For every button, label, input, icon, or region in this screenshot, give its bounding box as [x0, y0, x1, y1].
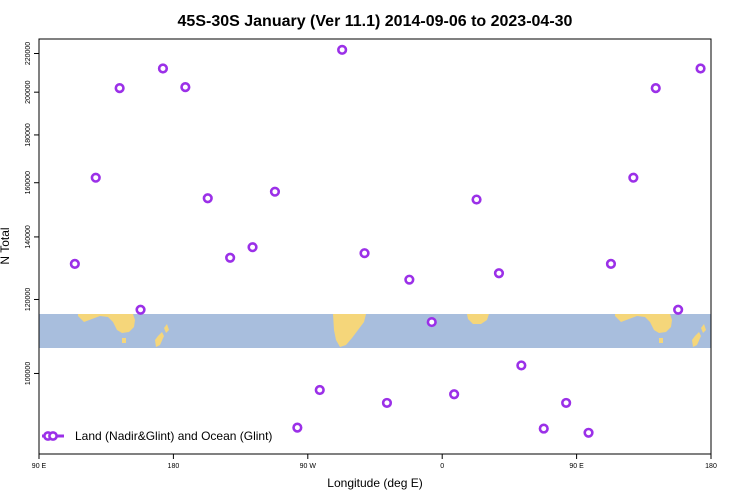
- land-shape: [615, 314, 672, 333]
- data-point: [426, 316, 437, 328]
- ocean-band: [39, 314, 711, 348]
- data-point: [202, 193, 213, 204]
- data-point: [269, 186, 281, 197]
- y-tick-label: 100000: [25, 362, 32, 385]
- x-tick-label: 90 E: [569, 463, 584, 470]
- y-axis-label: N Total: [0, 227, 12, 264]
- x-tick-label: 0: [440, 463, 444, 470]
- data-point: [673, 304, 684, 315]
- data-point: [180, 82, 191, 93]
- data-point: [650, 83, 661, 94]
- legend-label: Land (Nadir&Glint) and Ocean (Glint): [75, 429, 272, 443]
- land-shapes: [78, 314, 706, 347]
- x-tick-label: 180: [705, 463, 717, 470]
- y-tick-label: 120000: [25, 288, 32, 311]
- land-shape: [122, 338, 126, 343]
- data-point: [561, 397, 572, 409]
- data-point: [337, 44, 348, 55]
- data-point: [583, 427, 594, 438]
- data-point: [114, 83, 125, 94]
- x-axis: 90 E 180 90 W 0 90 E 180: [32, 454, 717, 470]
- x-tick-label: 180: [168, 463, 180, 470]
- data-point: [493, 268, 505, 279]
- x-tick-label: 90 W: [300, 463, 317, 470]
- land-shape: [333, 314, 366, 347]
- y-tick-label: 200000: [25, 80, 32, 103]
- legend: Land (Nadir&Glint) and Ocean (Glint): [42, 429, 272, 443]
- data-point: [247, 242, 258, 253]
- data-point: [225, 252, 236, 263]
- legend-marker: [48, 431, 58, 441]
- plot-frame: [38, 38, 712, 455]
- y-axis: 100000 120000 140000 160000 180000 200000 2200…: [25, 42, 39, 385]
- data-point: [471, 194, 482, 205]
- land-shape: [155, 332, 164, 347]
- map-strip: [39, 314, 711, 348]
- data-point: [359, 248, 370, 259]
- y-tick-label: 180000: [25, 123, 32, 146]
- land-shape: [467, 314, 489, 324]
- data-point: [695, 63, 706, 74]
- data-point: [69, 258, 80, 269]
- data-point: [628, 172, 639, 183]
- data-point: [381, 397, 393, 409]
- land-shape: [659, 338, 663, 343]
- data-points: [69, 44, 706, 438]
- land-shape: [692, 332, 701, 347]
- data-point: [135, 304, 146, 315]
- x-axis-label: Longitude (deg E): [327, 476, 422, 490]
- data-point: [449, 389, 460, 400]
- data-point: [516, 360, 527, 371]
- data-point: [292, 422, 303, 433]
- y-tick-label: 160000: [25, 171, 32, 194]
- chart-title: 45S-30S January (Ver 11.1) 2014-09-06 to…: [178, 13, 573, 30]
- x-tick-label: 90 E: [32, 463, 47, 470]
- land-shape: [78, 314, 135, 333]
- data-point: [157, 63, 169, 74]
- data-point: [314, 384, 325, 396]
- data-point: [538, 423, 549, 434]
- land-shape: [164, 324, 169, 333]
- data-point: [605, 258, 617, 269]
- y-tick-label: 140000: [25, 225, 32, 248]
- data-point: [90, 172, 101, 183]
- data-point: [404, 274, 415, 285]
- y-tick-label: 220000: [25, 42, 32, 65]
- land-shape: [701, 324, 706, 333]
